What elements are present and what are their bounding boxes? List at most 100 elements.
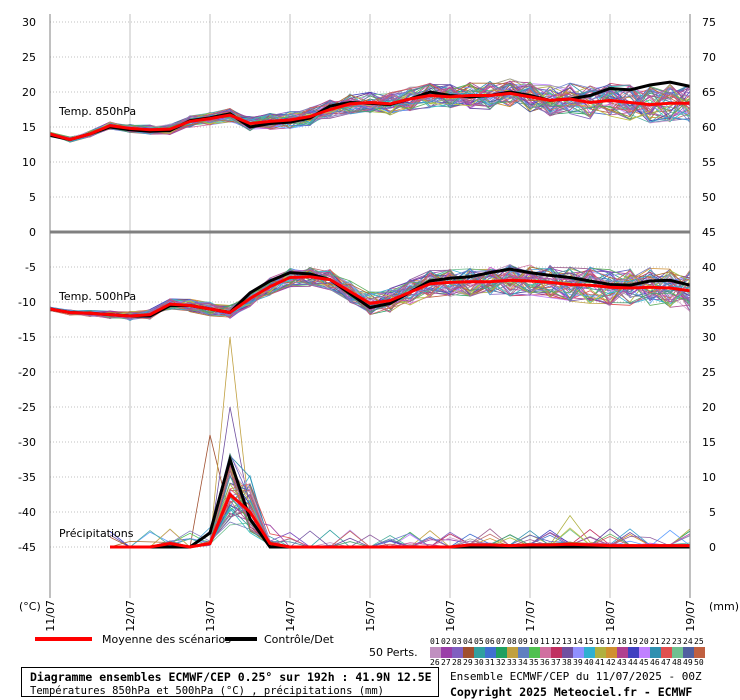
legend-member-number: 50 [694, 658, 704, 667]
right-tick-label: 35 [702, 296, 716, 309]
right-tick-label: 15 [702, 436, 716, 449]
legend-member-number: 09 [518, 637, 528, 646]
x-tick-label: 16/07 [444, 600, 457, 632]
left-tick-label: 30 [22, 16, 36, 29]
legend-member-swatch [661, 647, 672, 658]
right-tick-label: 20 [702, 401, 716, 414]
legend-member-number: 45 [639, 658, 649, 667]
legend-member-number: 19 [628, 637, 638, 646]
legend-member-number: 31 [485, 658, 495, 667]
precip-panel-label: Précipitations [59, 527, 134, 540]
legend-member-swatch [617, 647, 628, 658]
right-tick-label: 50 [702, 191, 716, 204]
legend-member-number: 34 [518, 658, 528, 667]
legend-member-swatch [606, 647, 617, 658]
left-tick-label: 15 [22, 121, 36, 134]
legend-perts-label: 50 Perts. [369, 646, 418, 659]
legend-member-number: 35 [529, 658, 539, 667]
right-tick-label: 30 [702, 331, 716, 344]
left-tick-label: 5 [29, 191, 36, 204]
left-tick-label: -5 [25, 261, 36, 274]
pert-precip-line [110, 453, 691, 548]
main-series-lines [49, 80, 691, 549]
legend-member-number: 38 [562, 658, 572, 667]
legend-member-swatch [452, 647, 463, 658]
left-tick-label: -45 [18, 541, 36, 554]
x-tick-label: 15/07 [364, 600, 377, 632]
legend-member-number: 01 [430, 637, 440, 646]
chart-subtitle: Températures 850hPa et 500hPa (°C) , pré… [30, 685, 385, 697]
legend-member-number: 04 [463, 637, 473, 646]
pert-precip-line [110, 454, 691, 548]
legend-member-swatch [463, 647, 474, 658]
legend-member-number: 41 [595, 658, 605, 667]
pert-precip-line [110, 459, 691, 548]
pert-t850-line [49, 81, 691, 140]
pert-t500-line [49, 267, 691, 320]
left-tick-label: -30 [18, 436, 36, 449]
left-unit-label: (°C) [19, 600, 41, 613]
footer-title-box: Diagramme ensembles ECMWF/CEP 0.25° sur … [21, 667, 439, 697]
pert-precip-line [110, 473, 691, 548]
left-tick-label: -40 [18, 506, 36, 519]
legend-member-number: 05 [474, 637, 484, 646]
right-unit-label: (mm) [709, 600, 739, 613]
chart-title: Diagramme ensembles ECMWF/CEP 0.25° sur … [30, 670, 432, 684]
legend-member-swatch [551, 647, 562, 658]
t500-panel-label: Temp. 500hPa [58, 290, 136, 303]
legend-member-number: 40 [584, 658, 594, 667]
mean-t850-line [49, 91, 690, 142]
run-info: Ensemble ECMWF/CEP du 11/07/2025 - 00Z [450, 670, 702, 683]
pert-precip-line [110, 489, 691, 548]
legend-member-number: 22 [661, 637, 671, 646]
legend-member-swatch [441, 647, 452, 658]
legend-member-number: 07 [496, 637, 506, 646]
axes [49, 14, 691, 598]
legend-member-swatch [650, 647, 661, 658]
legend-member-number: 03 [452, 637, 462, 646]
right-tick-label: 55 [702, 156, 716, 169]
left-tick-label: 10 [22, 156, 36, 169]
x-tick-label: 18/07 [604, 600, 617, 632]
legend-member-number: 25 [694, 637, 704, 646]
right-tick-label: 45 [702, 226, 716, 239]
legend-member-swatch [474, 647, 485, 658]
legend-member-number: 32 [496, 658, 506, 667]
legend-control-label: Contrôle/Det [264, 633, 334, 646]
legend-member-number: 37 [551, 658, 561, 667]
left-tick-label: 20 [22, 86, 36, 99]
copyright: Copyright 2025 Meteociel.fr - ECMWF [450, 685, 693, 699]
left-tick-label: 25 [22, 51, 36, 64]
legend-mean-label: Moyenne des scénarios [102, 633, 231, 646]
legend-member-swatch [562, 647, 573, 658]
pert-precip-line [110, 474, 691, 548]
pert-t850-line [49, 84, 691, 138]
x-tick-label: 13/07 [204, 600, 217, 632]
pert-precip-line [110, 490, 691, 548]
legend-member-swatch [529, 647, 540, 658]
legend-member-number: 33 [507, 658, 517, 667]
right-tick-label: 70 [702, 51, 716, 64]
t850-panel-label: Temp. 850hPa [58, 105, 136, 118]
legend-member-swatch [584, 647, 595, 658]
pert-precip-line [110, 454, 691, 548]
left-tick-label: -25 [18, 401, 36, 414]
legend-member-number: 11 [540, 637, 550, 646]
legend-member-number: 18 [617, 637, 627, 646]
legend-member-swatch [540, 647, 551, 658]
legend-member-number: 42 [606, 658, 616, 667]
legend-member-number: 27 [441, 658, 451, 667]
left-tick-label: -20 [18, 366, 36, 379]
legend-member-number: 46 [650, 658, 660, 667]
legend-member-number: 47 [661, 658, 671, 667]
legend-member-swatch [507, 647, 518, 658]
legend-member-number: 23 [672, 637, 682, 646]
legend-member-number: 15 [584, 637, 594, 646]
pert-precip-line [110, 454, 691, 548]
legend-member-number: 02 [441, 637, 451, 646]
legend-member-swatch [628, 647, 639, 658]
legend-member-number: 17 [606, 637, 616, 646]
control-precip-line [110, 454, 690, 549]
legend-member-swatch [518, 647, 529, 658]
